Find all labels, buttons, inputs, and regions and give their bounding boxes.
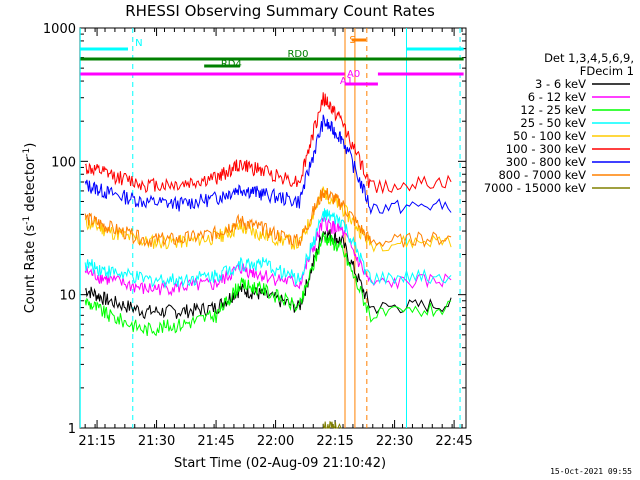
status-bar-label: RD4 bbox=[221, 59, 242, 70]
legend-label: 50 - 100 keV bbox=[513, 129, 586, 143]
x-tick-label: 22:30 bbox=[376, 434, 413, 449]
series-line bbox=[84, 188, 452, 248]
x-tick-label: 22:00 bbox=[257, 434, 294, 449]
legend-label: 7000 - 15000 keV bbox=[484, 181, 586, 195]
x-axis-label: Start Time (02-Aug-09 21:10:42) bbox=[174, 456, 386, 471]
legend-label: 25 - 50 keV bbox=[520, 116, 586, 130]
y-label-part: ) bbox=[23, 143, 38, 148]
y-label-superscript: -1 bbox=[22, 148, 32, 157]
series-line bbox=[84, 229, 452, 320]
chart-title: RHESSI Observing Summary Count Rates bbox=[125, 2, 435, 20]
status-bar-label: S bbox=[349, 35, 355, 46]
x-tick-label: 22:45 bbox=[435, 434, 472, 449]
series-line bbox=[84, 114, 452, 215]
series-line bbox=[84, 232, 452, 337]
plot-area: 1 10 100 1000 21:15 21:30 21:45 22:00 22:15 22:30… bbox=[43, 22, 473, 449]
status-bar-label: N bbox=[135, 38, 142, 49]
series-line bbox=[84, 208, 452, 290]
y-tick-label: 10 bbox=[59, 289, 76, 304]
legend-label: 3 - 6 keV bbox=[535, 77, 586, 91]
y-label-part: detector bbox=[23, 156, 38, 216]
y-tick-label: 1000 bbox=[43, 22, 76, 37]
y-tick-label: 100 bbox=[51, 155, 76, 170]
legend-label: 100 - 300 keV bbox=[506, 142, 586, 156]
legend-label: 6 - 12 keV bbox=[528, 90, 586, 104]
status-bar-label: RD0 bbox=[287, 49, 308, 60]
x-tick-label: 21:15 bbox=[78, 434, 115, 449]
legend-label: 300 - 800 keV bbox=[506, 155, 586, 169]
series-line bbox=[84, 186, 452, 253]
legend-header: Det 1,3,4,5,6,9, bbox=[544, 51, 634, 65]
x-tick-label: 21:30 bbox=[138, 434, 175, 449]
status-bar-label: A0 bbox=[347, 69, 360, 80]
y-label-part: Count Rate (s bbox=[23, 225, 38, 314]
plot-frame bbox=[79, 27, 467, 429]
series-line bbox=[84, 92, 452, 195]
x-tick-label: 22:15 bbox=[316, 434, 353, 449]
legend-header: FDecim 1 bbox=[580, 64, 634, 78]
y-label-superscript: -1 bbox=[22, 216, 32, 225]
series-line bbox=[322, 420, 342, 429]
timestamp: 15-Oct-2021 09:55 bbox=[550, 467, 632, 476]
legend-label: 800 - 7000 keV bbox=[498, 168, 586, 182]
x-tick-label: 21:45 bbox=[197, 434, 234, 449]
series-line bbox=[84, 215, 452, 297]
y-tick-label: 1 bbox=[68, 422, 76, 437]
legend-label: 12 - 25 keV bbox=[520, 103, 586, 117]
y-axis-label: Count Rate (s-1 detector-1) bbox=[22, 143, 38, 314]
status-bar-label: A1 bbox=[340, 76, 353, 87]
